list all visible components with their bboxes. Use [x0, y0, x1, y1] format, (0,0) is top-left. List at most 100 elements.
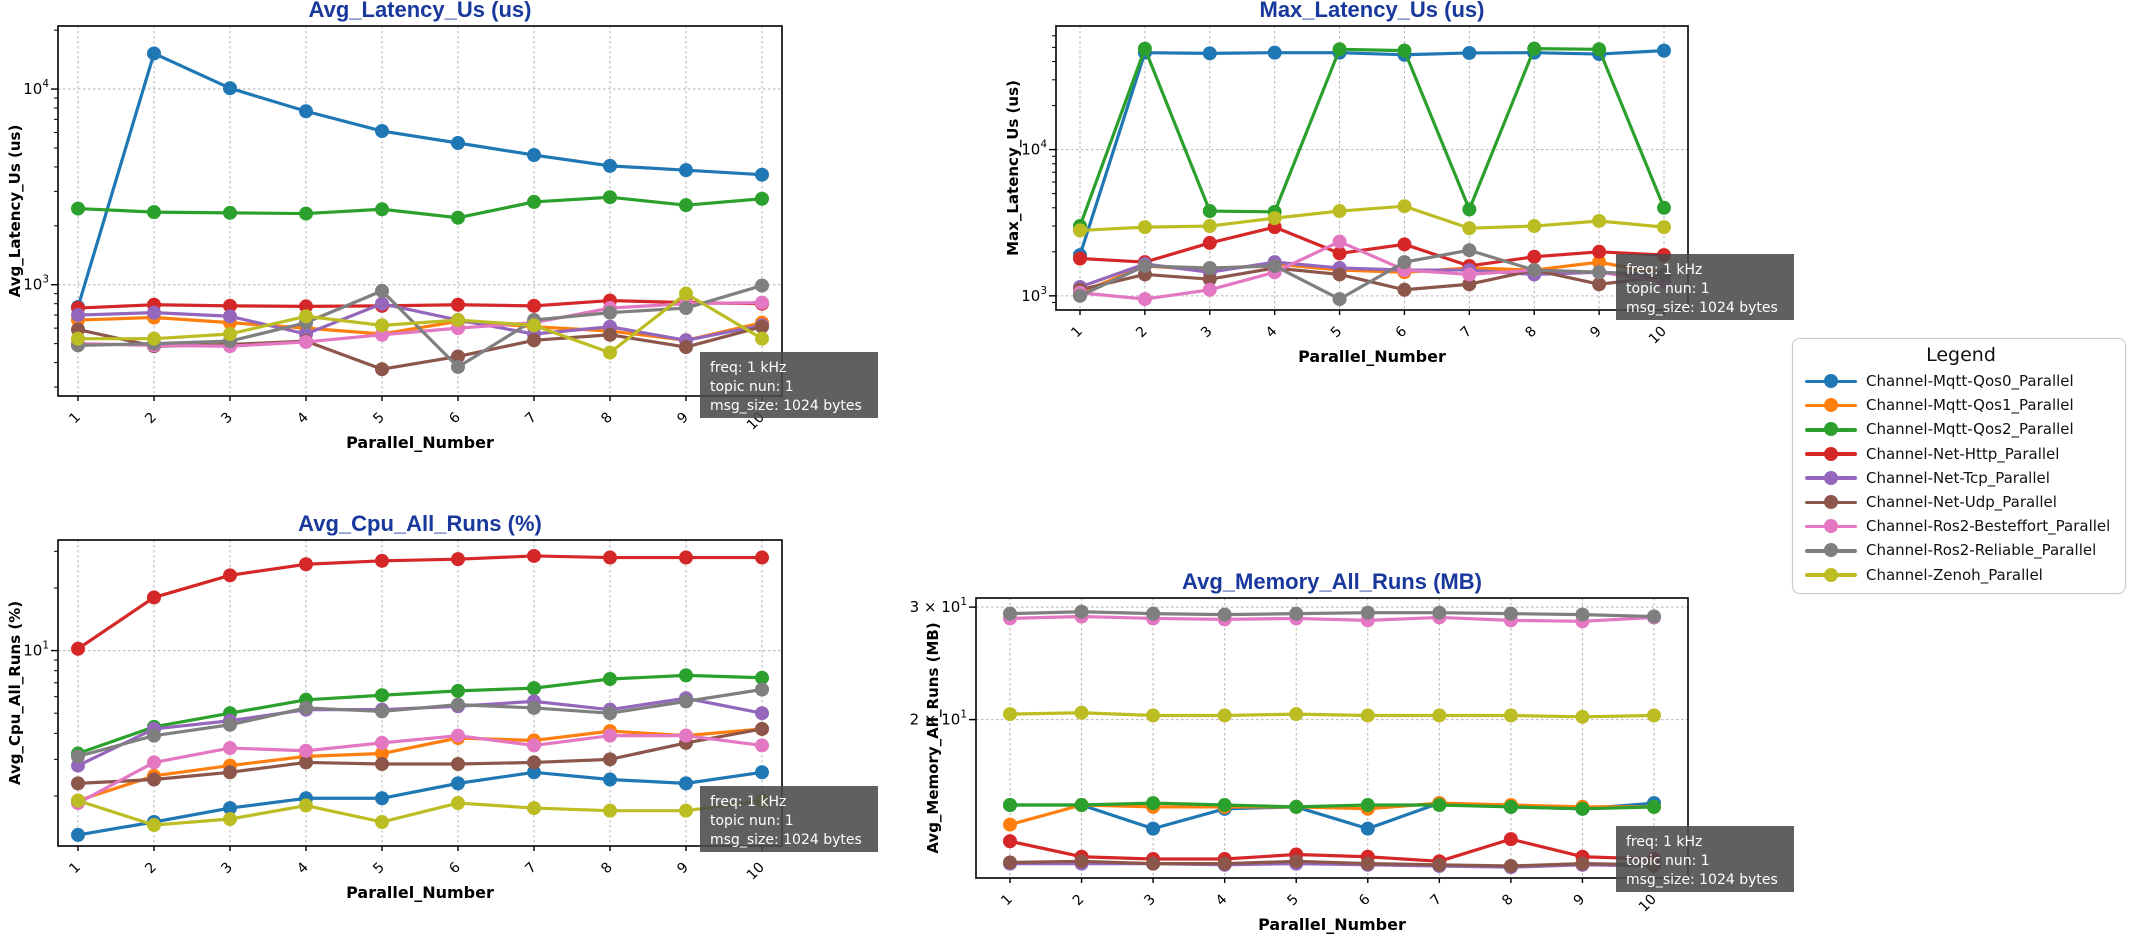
series-line [76, 283, 764, 369]
series-point [1527, 41, 1542, 56]
annotation-line: msg_size: 1024 bytes [710, 832, 862, 848]
series-point [147, 772, 161, 787]
x-tick-label: 2 [1070, 892, 1088, 910]
series-point [679, 694, 693, 709]
x-tick-label: 8 [598, 410, 616, 428]
series-point [527, 755, 541, 770]
series-point [755, 295, 769, 310]
series-point [1397, 255, 1412, 270]
series-point [147, 755, 161, 770]
series-point [375, 202, 389, 217]
y-axis-label: Avg_Latency_Us (us) [6, 125, 24, 298]
chart-avg-memory-all-runs: 1 2 3 4 5 6 7 8 9 10 2 × 101 3 × 101 Avg_Memory_All_… [910, 569, 1794, 934]
annotation-line: msg_size: 1024 bytes [1626, 872, 1778, 888]
series-point [1202, 282, 1217, 297]
series-point [375, 746, 389, 761]
series-point [755, 191, 769, 206]
series-point [223, 298, 237, 313]
y-tick-label: 2 × 101 [910, 709, 967, 729]
series-point [679, 728, 693, 743]
series-point [223, 327, 237, 342]
series-point [1432, 798, 1447, 813]
annotation-line: msg_size: 1024 bytes [1626, 300, 1778, 316]
series-point [223, 568, 237, 583]
series-line [1008, 610, 1656, 619]
x-tick-label: 3 [218, 860, 236, 878]
annotation-bg [700, 352, 878, 418]
series-point [1289, 854, 1304, 869]
series-point [603, 728, 617, 743]
series-point [1074, 604, 1089, 619]
series-point [299, 743, 313, 758]
series-point [375, 814, 389, 829]
series-point [1592, 42, 1607, 57]
annotation-box: freq: 1 kHz topic nun: 1 msg_size: 1024 by… [1616, 254, 1794, 320]
series-point [755, 278, 769, 293]
y-tick-label: 103 [23, 274, 49, 294]
series-point [679, 550, 693, 565]
series-point [1432, 605, 1447, 620]
series-point [1657, 200, 1671, 215]
y-axis-label: Max_Latency_Us (us) [1004, 80, 1022, 256]
x-tick-label: 9 [674, 860, 692, 878]
series-point [527, 148, 541, 163]
series-point [527, 681, 541, 696]
series-point [1003, 855, 1017, 870]
series-point [223, 81, 237, 96]
series-point [1462, 45, 1477, 60]
series-point [1003, 707, 1017, 722]
x-tick-label: 8 [1522, 324, 1540, 342]
legend-entry: Channel-Zenoh_Parallel [1805, 563, 2117, 587]
series-point [451, 756, 465, 771]
y-axis-label: Avg_Memory_All_Runs (MB) [924, 622, 942, 853]
series-point [71, 793, 85, 808]
series-point [223, 812, 237, 827]
series-point [299, 557, 313, 572]
series-point [679, 668, 693, 683]
series-point [755, 765, 769, 780]
legend-marker-icon [1805, 518, 1857, 534]
series-point [679, 340, 693, 355]
series-point [147, 331, 161, 346]
plot-frame [1055, 25, 1689, 311]
series-point [603, 752, 617, 767]
annotation-line: topic nun: 1 [1626, 853, 1710, 869]
series-point [1289, 606, 1304, 621]
series-point [375, 296, 389, 311]
y-axis-label: Avg_Cpu_All_Runs (%) [6, 601, 24, 785]
series-point [755, 331, 769, 346]
series-point [375, 318, 389, 333]
x-tick-label: 3 [1198, 324, 1216, 342]
y-tick-label: 103 [1021, 285, 1047, 305]
series-point [1074, 798, 1089, 813]
series-point [299, 309, 313, 324]
series-point [1146, 606, 1161, 621]
series-point [679, 803, 693, 818]
legend-entry-label: Channel-Mqtt-Qos0_Parallel [1866, 372, 2074, 391]
legend-marker-icon [1805, 567, 1857, 583]
series-point [1592, 265, 1607, 280]
series-point [147, 305, 161, 320]
series-point [1146, 856, 1161, 871]
series-point [375, 735, 389, 750]
series-point [299, 206, 313, 221]
series-point [755, 721, 769, 736]
series-point [1137, 220, 1152, 235]
annotation-line: topic nun: 1 [710, 813, 794, 829]
annotation-line: topic nun: 1 [1626, 281, 1710, 297]
x-tick-label: 4 [1213, 891, 1231, 909]
series-point [1332, 246, 1347, 261]
series-point [71, 749, 85, 764]
series-point [1073, 251, 1087, 266]
series-point [1575, 607, 1590, 622]
x-tick-label: 4 [1263, 323, 1281, 341]
legend-entry: Channel-Ros2-Besteffort_Parallel [1805, 514, 2117, 538]
series-point [1647, 799, 1661, 814]
annotation-line: msg_size: 1024 bytes [710, 398, 862, 414]
series-line [1008, 711, 1656, 719]
series-point [375, 704, 389, 719]
series-point [1289, 707, 1304, 722]
chart-title: Avg_Latency_Us (us) [309, 0, 532, 22]
series-point [755, 550, 769, 565]
